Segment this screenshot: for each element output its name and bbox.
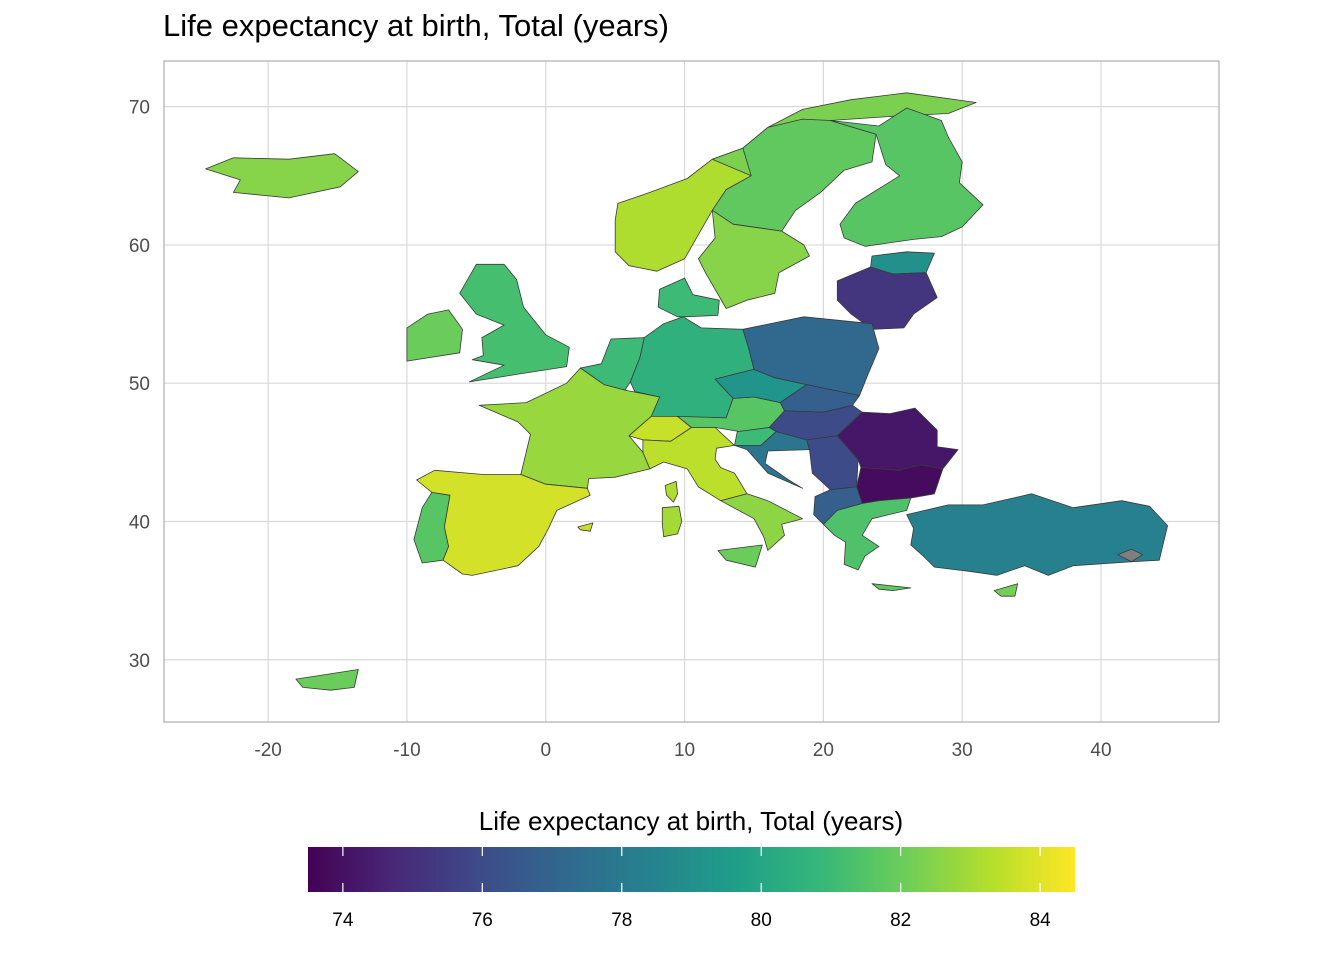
legend-tick-label: 76	[472, 910, 493, 931]
region-finland	[829, 107, 984, 247]
x-tick-label: -20	[254, 740, 281, 761]
x-tick-label: 40	[1090, 740, 1111, 761]
legend-tick-label: 74	[332, 910, 354, 931]
legend-title: Life expectancy at birth, Total (years)	[479, 806, 903, 836]
region-ireland	[406, 309, 463, 362]
region-turkey	[906, 493, 1168, 576]
region-canary-islands	[295, 669, 359, 691]
y-tick-label: 60	[129, 236, 150, 257]
region-sicily	[717, 544, 763, 568]
y-tick-label: 50	[129, 374, 150, 395]
region-turkey-no-data	[1117, 548, 1144, 562]
x-tick-label: 10	[674, 740, 695, 761]
legend-colorbar	[308, 847, 1075, 892]
x-tick-label: 0	[540, 740, 551, 761]
region-italy-south	[720, 493, 803, 551]
region-balearics	[577, 522, 594, 532]
region-greece	[823, 497, 912, 571]
y-tick-label: 30	[129, 651, 150, 672]
region-sweden-south	[698, 209, 810, 309]
x-tick-label: -10	[393, 740, 420, 761]
legend-tick-label: 78	[611, 910, 632, 931]
region-corsica	[664, 480, 678, 503]
region-uk	[459, 263, 570, 383]
region-bulgaria	[856, 464, 944, 504]
region-spain	[416, 469, 591, 576]
region-sardinia	[661, 505, 683, 538]
legend-tick-label: 80	[751, 910, 772, 931]
y-tick-label: 70	[129, 98, 150, 119]
region-crete	[871, 583, 912, 591]
legend-ticks: 74 76 78 80 82 84	[332, 847, 1051, 931]
axis-tick-labels: -20 -10 0 10 20 30 40 30 40 50 60 70	[129, 98, 1112, 761]
legend-tick-label: 82	[890, 910, 911, 931]
legend-tick-label: 84	[1030, 910, 1052, 931]
region-latvia-lithuania	[836, 266, 938, 330]
panel-border	[163, 60, 1220, 723]
region-sweden-north	[711, 118, 877, 232]
region-italy-north	[642, 427, 748, 502]
page-title: Life expectancy at birth, Total (years)	[163, 8, 670, 43]
region-cyprus	[993, 583, 1019, 597]
region-denmark	[657, 277, 720, 318]
x-tick-label: 30	[952, 740, 973, 761]
region-iceland	[205, 153, 359, 199]
region-layer	[205, 92, 1168, 691]
y-tick-label: 40	[129, 512, 150, 533]
x-tick-label: 20	[813, 740, 834, 761]
region-croatia	[734, 431, 810, 489]
colorbar-legend: Life expectancy at birth, Total (years) …	[308, 806, 1075, 931]
